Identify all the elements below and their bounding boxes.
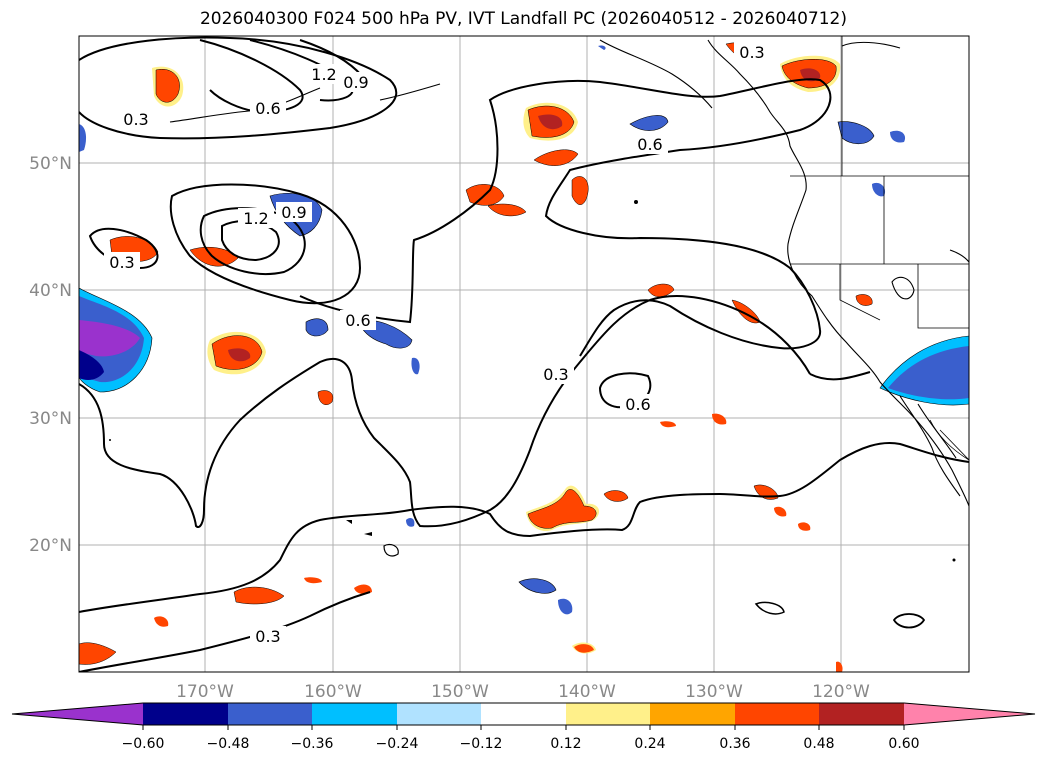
contour-label: 0.3 — [109, 253, 134, 272]
map-title: 2026040300 F024 500 hPa PV, IVT Landfall… — [199, 9, 847, 29]
contour-label: 1.2 — [311, 65, 336, 84]
lat-label-50n: 50°N — [29, 154, 72, 174]
colorbar-segment — [735, 703, 819, 725]
colorbar-ticks — [142, 725, 905, 730]
contour-labels: 0.3 0.6 1.2 0.9 0.3 0.6 1.2 0.9 0.6 0.3 … — [104, 42, 770, 646]
colorbar-segment — [481, 703, 566, 725]
colorbar-segment — [819, 703, 904, 725]
contour-label: 0.3 — [255, 627, 280, 646]
colorbar-segment — [650, 703, 735, 725]
latitude-labels: 50°N 40°N 30°N 20°N — [29, 154, 72, 556]
colorbar-tick-label: −0.48 — [207, 736, 250, 752]
contour-label: 0.6 — [625, 395, 650, 414]
lon-label-170w: 170°W — [176, 682, 234, 702]
contour-label: 0.6 — [255, 99, 280, 118]
colorbar-tick-label: −0.24 — [376, 736, 419, 752]
colorbar-segment — [397, 703, 481, 725]
contour-label: 0.6 — [345, 311, 370, 330]
contour-label: 0.3 — [123, 110, 148, 129]
colorbar-tick-label: 0.36 — [719, 736, 750, 752]
contour-label: 0.3 — [739, 43, 764, 62]
gridlines — [79, 36, 969, 672]
colorbar: −0.60 −0.48 −0.36 −0.24 −0.12 0.12 0.24 … — [11, 702, 1036, 752]
colorbar-tick-label: −0.36 — [291, 736, 334, 752]
lat-label-40n: 40°N — [29, 281, 72, 301]
lat-label-20n: 20°N — [29, 536, 72, 556]
lon-label-130w: 130°W — [685, 682, 743, 702]
contour-label: 0.9 — [281, 203, 306, 222]
lon-label-120w: 120°W — [812, 682, 870, 702]
colorbar-segment — [228, 703, 312, 725]
contour-label: 0.9 — [343, 73, 368, 92]
colorbar-segment-extend-high — [904, 703, 1035, 725]
colorbar-segment-extend-low — [12, 703, 143, 725]
colorbar-segment — [143, 703, 228, 725]
colorbar-tick-label: −0.60 — [122, 736, 165, 752]
contour-label: 0.3 — [543, 365, 568, 384]
islands — [109, 200, 956, 629]
pv-contours — [79, 36, 969, 672]
colorbar-tick-label: 0.24 — [634, 736, 665, 752]
plot-frame — [78, 35, 970, 673]
contour-label: 1.2 — [243, 209, 268, 228]
lat-label-30n: 30°N — [29, 409, 72, 429]
longitude-labels: 170°W 160°W 150°W 140°W 130°W 120°W — [176, 682, 870, 702]
colorbar-segment — [312, 703, 397, 725]
map-plot-area: 0.3 0.6 1.2 0.9 0.3 0.6 1.2 0.9 0.6 0.3 … — [79, 36, 969, 672]
lon-label-150w: 150°W — [431, 682, 489, 702]
political-borders — [790, 36, 969, 461]
colorbar-segment — [566, 703, 650, 725]
lon-label-140w: 140°W — [558, 682, 616, 702]
colorbar-tick-label: 0.12 — [550, 736, 581, 752]
colorbar-tick-label: 0.48 — [803, 736, 834, 752]
colorbar-tick-label: 0.60 — [888, 736, 919, 752]
lon-label-160w: 160°W — [304, 682, 362, 702]
colorbar-tick-label: −0.12 — [460, 736, 503, 752]
contour-label: 0.6 — [637, 135, 662, 154]
